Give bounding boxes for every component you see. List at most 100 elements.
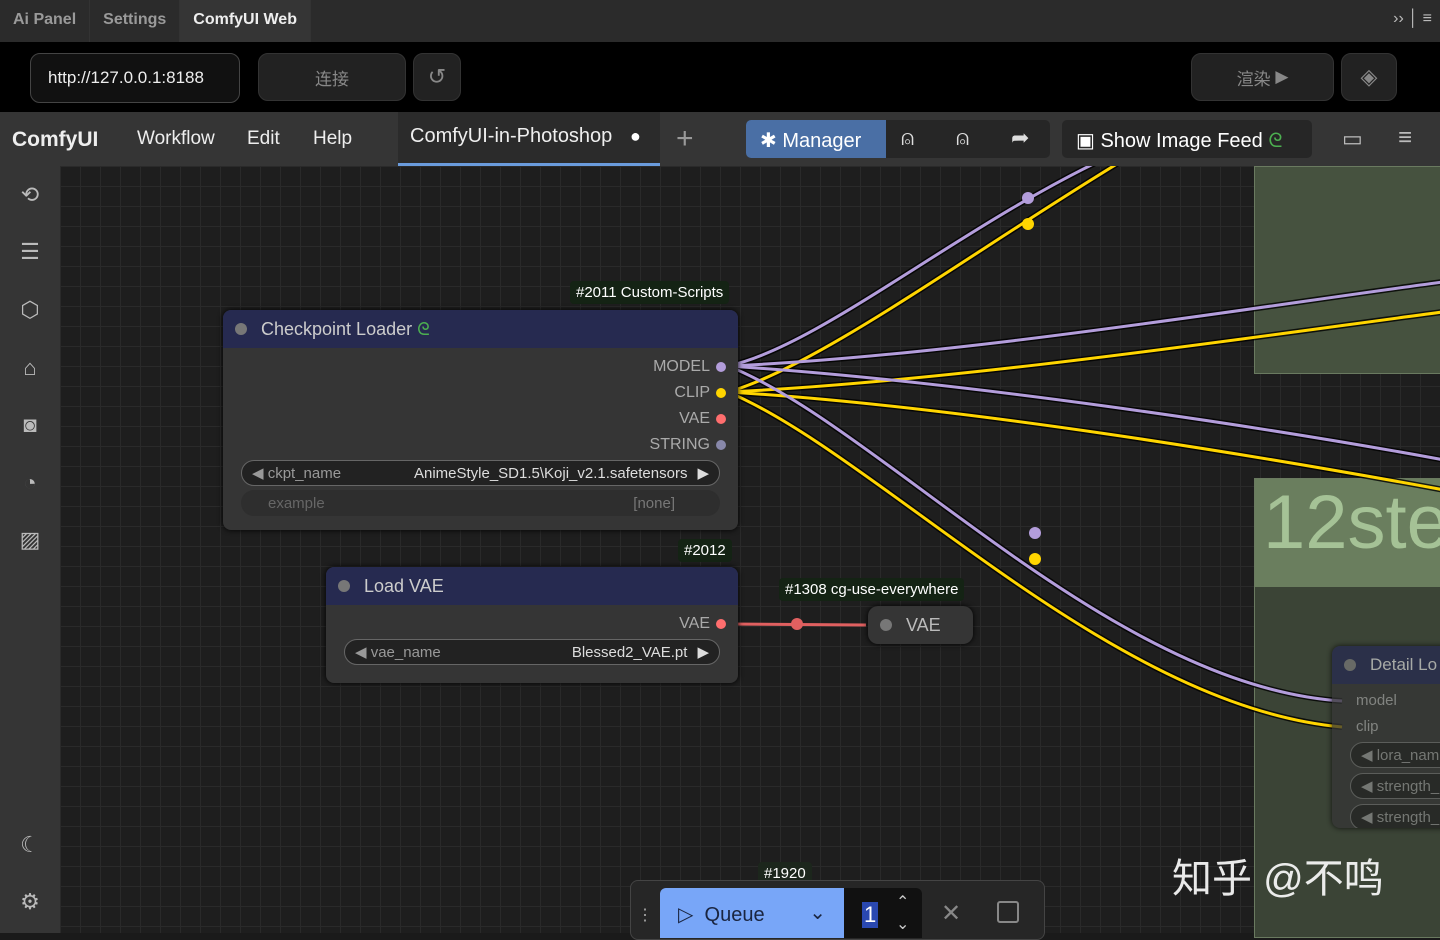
load-vae-node[interactable]: Load VAE VAE ◀ vae_name Blessed2_VAE.pt ▶: [326, 567, 738, 683]
node-badge: #2012: [678, 539, 732, 562]
chevron-down-icon[interactable]: ⌄: [809, 902, 826, 924]
theme-moon-icon[interactable]: ☾: [20, 832, 40, 857]
output-clip[interactable]: CLIP: [674, 384, 726, 402]
output-vae[interactable]: VAE: [679, 410, 726, 428]
custom-scripts-icon: ᘓ: [417, 318, 430, 339]
manager-toolbar: ✱ Manager ⍝ ⍝ ➦: [746, 120, 1050, 158]
folder-icon[interactable]: ⌂: [23, 355, 37, 380]
example-field[interactable]: example [none]: [241, 490, 720, 516]
bottom-panel-icon[interactable]: ▭: [1342, 126, 1363, 151]
custom-scripts-icon: ᘓ: [1268, 130, 1283, 152]
output-vae[interactable]: VAE: [679, 615, 726, 633]
menu-help[interactable]: Help: [313, 128, 353, 149]
output-label: CLIP: [674, 384, 710, 401]
collapse-dot[interactable]: [235, 323, 247, 335]
menu-bar: ComfyUI Workflow Edit Help ComfyUI-in-Ph…: [0, 112, 1440, 166]
queue-button[interactable]: ▷ Queue ⌄: [660, 888, 844, 938]
input-label: VAE: [906, 614, 941, 635]
unload-models-icon[interactable]: ⍝: [901, 125, 915, 150]
collapse-dot[interactable]: [338, 580, 350, 592]
socket[interactable]: [716, 388, 726, 398]
node-badge: #1308 cg-use-everywhere: [779, 578, 965, 601]
node-badge: #1920: [758, 862, 812, 885]
socket[interactable]: [716, 440, 726, 450]
workflow-tab-label: ComfyUI-in-Photoshop: [410, 125, 613, 147]
wires: [726, 166, 1440, 730]
node-header[interactable]: Load VAE: [326, 567, 738, 605]
tab-comfyui-web[interactable]: ComfyUI Web: [180, 0, 311, 42]
gallery-icon[interactable]: ▨: [19, 527, 41, 552]
increment-icon[interactable]: ⌃: [896, 894, 910, 911]
model-library-icon[interactable]: ⬡: [20, 297, 40, 322]
socket[interactable]: [716, 414, 726, 424]
connect-button[interactable]: 连接: [258, 53, 406, 101]
socket[interactable]: [716, 619, 726, 629]
node-header[interactable]: Checkpoint Loader ᘓ: [223, 310, 738, 348]
play-icon: ▶: [1275, 67, 1289, 86]
camera-icon[interactable]: ◙: [23, 412, 37, 437]
ckpt-name-combo[interactable]: ◀ ckpt_name AnimeStyle_SD1.5\Koji_v2.1.sa…: [241, 460, 720, 486]
history-icon[interactable]: ⟲: [20, 182, 40, 207]
tab-settings[interactable]: Settings: [90, 0, 181, 42]
play-icon: ▷: [678, 904, 694, 926]
stop-icon[interactable]: [997, 901, 1019, 923]
plugin-tabs: Ai Panel Settings ComfyUI Web ›› │ ≡: [0, 0, 1440, 42]
node-badge: #2011 Custom-Scripts: [570, 281, 730, 304]
input-clip[interactable]: clip: [1356, 718, 1379, 735]
layer-add-icon[interactable]: ◈: [1341, 53, 1397, 101]
new-tab-plus-icon[interactable]: +: [676, 122, 694, 155]
hamburger-menu-icon[interactable]: ≡: [1398, 124, 1413, 151]
refresh-icon[interactable]: ↺: [413, 53, 461, 101]
queue-bar: ⋮ ▷ Queue ⌄ 1 ⌃ ⌄ ✕: [630, 880, 1045, 940]
comfyui-logo: ComfyUI: [12, 128, 99, 151]
overflow-menu-icon[interactable]: ›› │ ≡: [1393, 10, 1432, 27]
widget-label: lora_nam: [1376, 746, 1440, 764]
drag-handle-icon[interactable]: ⋮: [637, 907, 653, 924]
batch-count-value[interactable]: 1: [862, 902, 879, 928]
image-feed-label: Show Image Feed: [1100, 130, 1263, 152]
unsaved-dot-icon: ●: [630, 126, 641, 146]
settings-gear-icon[interactable]: ⚙: [20, 889, 40, 914]
detail-lora-node[interactable]: Detail Lo model clip ◀ lora_nam ◀ streng…: [1332, 646, 1440, 828]
group-title: 12step: [1255, 479, 1440, 587]
output-string[interactable]: STRING: [650, 436, 726, 454]
url-input[interactable]: http://127.0.0.1:8188: [30, 53, 240, 103]
free-memory-icon[interactable]: ⍝: [956, 125, 970, 150]
widget-label: strength_: [1376, 808, 1440, 826]
input-model[interactable]: model: [1356, 692, 1397, 709]
collapse-dot[interactable]: [1344, 659, 1356, 671]
share-icon[interactable]: ➦: [1011, 125, 1030, 150]
vae-name-combo[interactable]: ◀ vae_name Blessed2_VAE.pt ▶: [344, 639, 720, 665]
output-model[interactable]: MODEL: [653, 358, 726, 376]
node-canvas[interactable]: 12step #2011 Custom-Scripts Checkpoint L…: [60, 166, 1440, 940]
render-button[interactable]: 渲染 ▶: [1191, 53, 1334, 101]
widget-value: [none]: [633, 494, 675, 512]
cancel-icon[interactable]: ✕: [941, 900, 962, 927]
images-icon: ▣: [1076, 130, 1095, 152]
widget-label: vae_name: [370, 643, 441, 661]
socket[interactable]: [716, 362, 726, 372]
menu-edit[interactable]: Edit: [247, 128, 280, 149]
lora-name-combo[interactable]: ◀ lora_nam: [1350, 742, 1440, 768]
menu-workflow[interactable]: Workflow: [137, 128, 215, 149]
widget-value: AnimeStyle_SD1.5\Koji_v2.1.safetensors: [413, 464, 688, 482]
node-header[interactable]: Detail Lo: [1332, 646, 1440, 684]
widget-label: ckpt_name: [267, 464, 342, 482]
decrement-icon[interactable]: ⌄: [896, 916, 910, 933]
workflow-tab[interactable]: ComfyUI-in-Photoshop ●: [398, 112, 660, 166]
connection-bar: http://127.0.0.1:8188 连接 ↺ 渲染 ▶ ◈: [0, 42, 1440, 112]
show-image-feed-button[interactable]: ▣ Show Image Feed ᘓ: [1062, 120, 1312, 158]
collapse-dot[interactable]: [880, 619, 892, 631]
checkpoint-loader-node[interactable]: Checkpoint Loader ᘓ MODEL CLIP VAE STRIN…: [223, 310, 738, 530]
tab-ai-panel[interactable]: Ai Panel: [0, 0, 91, 42]
palette-icon[interactable]: ◔: [23, 470, 37, 495]
manager-button[interactable]: ✱ Manager: [746, 120, 886, 158]
queue-list-icon[interactable]: ☰: [20, 239, 40, 264]
strength-clip-slider[interactable]: ◀ strength_: [1350, 804, 1440, 828]
node-title: Load VAE: [364, 575, 444, 596]
widget-value: Blessed2_VAE.pt: [571, 643, 688, 661]
strength-model-slider[interactable]: ◀ strength_: [1350, 773, 1440, 799]
output-label: VAE: [679, 615, 710, 632]
batch-count-stepper[interactable]: 1 ⌃ ⌄: [844, 888, 922, 938]
anything-everywhere-node[interactable]: VAE: [868, 606, 973, 644]
